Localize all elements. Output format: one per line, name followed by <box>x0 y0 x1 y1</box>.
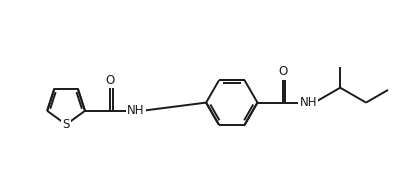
Text: O: O <box>278 65 288 78</box>
Text: NH: NH <box>127 104 145 117</box>
Text: NH: NH <box>299 96 317 109</box>
Text: O: O <box>106 74 115 87</box>
Text: S: S <box>62 118 70 131</box>
